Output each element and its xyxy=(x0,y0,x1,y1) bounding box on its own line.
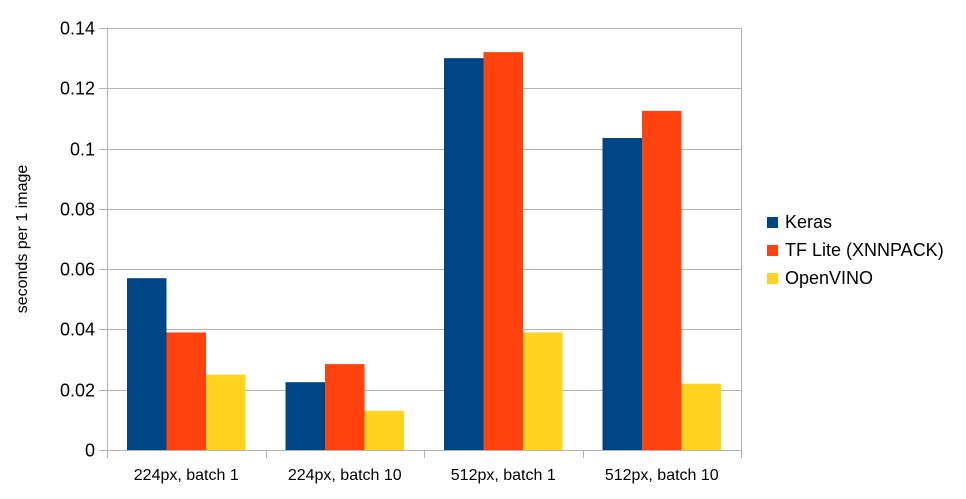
legend-swatch xyxy=(767,217,778,228)
legend-label: OpenVINO xyxy=(785,268,873,288)
x-category-label: 512px, batch 1 xyxy=(451,467,556,484)
y-tick-label: 0 xyxy=(85,441,95,461)
y-tick-label: 0.12 xyxy=(60,79,95,99)
y-tick-label: 0.02 xyxy=(60,381,95,401)
bar-tf-lite-xnnpack xyxy=(325,364,365,450)
bar-keras xyxy=(602,138,642,450)
bar-openvino xyxy=(364,410,404,450)
y-axis-ticks: 0 0.02 0.04 0.06 0.08 0.1 0.12 0.14 xyxy=(60,19,107,461)
bar-keras xyxy=(127,278,167,450)
x-category-label: 224px, batch 10 xyxy=(288,467,402,484)
x-category-label: 224px, batch 1 xyxy=(134,467,239,484)
legend-swatch xyxy=(767,245,778,256)
bar-tf-lite-xnnpack xyxy=(642,110,682,451)
y-tick-label: 0.06 xyxy=(60,260,95,280)
bar-openvino xyxy=(681,383,721,450)
legend-swatch xyxy=(767,273,778,284)
bar-tf-lite-xnnpack xyxy=(483,52,523,450)
legend-label: Keras xyxy=(785,212,832,232)
bar-openvino xyxy=(523,332,563,450)
x-category-label: 512px, batch 10 xyxy=(605,467,719,484)
y-tick-label: 0.14 xyxy=(60,19,95,39)
x-axis-ticks: 224px, batch 1 224px, batch 10 512px, batc… xyxy=(107,450,742,484)
legend: Keras TF Lite (XNNPACK) OpenVINO xyxy=(767,212,944,288)
y-tick-label: 0.08 xyxy=(60,200,95,220)
y-tick-label: 0.04 xyxy=(60,320,95,340)
bars xyxy=(127,52,721,451)
y-axis-title: seconds per 1 image xyxy=(14,165,31,314)
y-tick-label: 0.1 xyxy=(70,140,95,160)
bar-keras xyxy=(285,382,325,450)
bar-openvino xyxy=(206,374,246,450)
legend-label: TF Lite (XNNPACK) xyxy=(785,240,944,260)
bar-tf-lite-xnnpack xyxy=(166,332,206,450)
bar-keras xyxy=(444,58,484,451)
